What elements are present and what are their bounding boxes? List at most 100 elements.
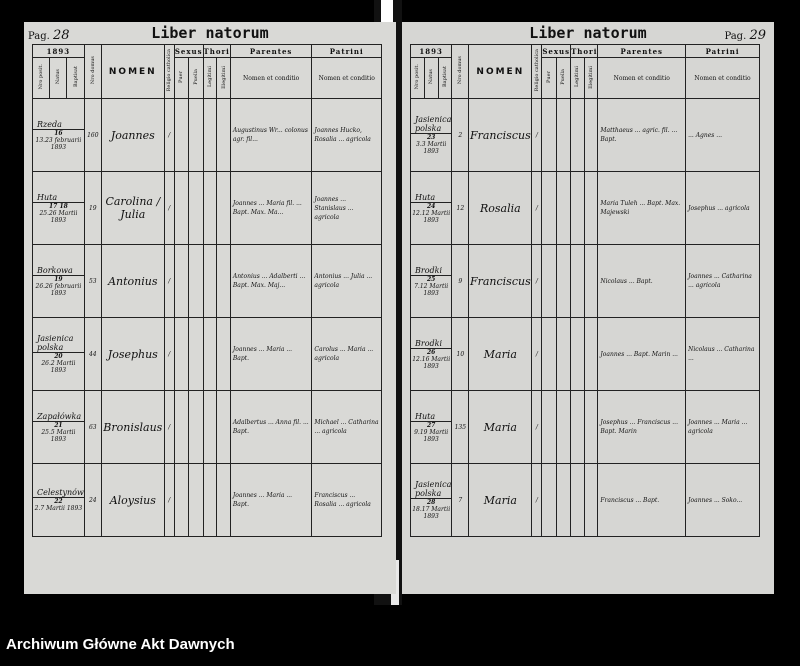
parents-entry: Josephus ... Franciscus ... Bapt. Marin [597,390,687,464]
left-page: Pag. 28 Liber natorum 1893 Nro domus NOM… [24,22,396,594]
village-name: Borkowa [33,266,84,276]
parents-entry: Antonius ... Adalberti ... Bapt. Max. Ma… [229,244,313,318]
house-number: 24 [83,463,102,537]
entry-number: 23 [426,134,436,141]
entry-dates: Borkowa 19 26.26 februarii 1893 [32,244,85,318]
entry-dates: Rzeda 16 13.23 februarii 1893 [32,98,85,172]
table-row: Huta 24 12.12 Martii 1893 12 Rosalia / Mar… [409,171,760,245]
child-name: Maria [468,390,533,464]
village-name: Jasienica polska [411,115,452,134]
illegitimi-header: Illegitimi [216,57,231,99]
village-name: Huta [33,193,84,203]
godparents-entry: Nicolaus ... Catharina ... [685,317,760,391]
house-number: 19 [83,171,102,245]
village-name: Brodki [411,339,452,349]
entry-dates: Huta 17 18 25.26 Martii 1893 [32,171,85,245]
village-name: Huta [411,412,452,422]
num-header: Nro posit. [31,57,51,99]
nomen-header: NOMEN [468,44,533,99]
parents-entry: Joannes ... Maria ... Bapt. [229,317,313,391]
godparents-entry: Joannes ... Soko... [685,463,760,537]
parents-entry: Franciscus ... Bapt. [597,463,687,537]
child-name: Aloysius [100,463,165,537]
entry-number: 24 [426,202,436,210]
parentes-header: Parentes [229,44,313,58]
godparents-entry: Josephus ... agricola [685,171,760,245]
house-header: Nro domus [451,44,470,99]
entry-dates: Huta 24 12.12 Martii 1893 [409,171,453,245]
child-name: Carolina / Julia [100,171,165,245]
house-number: 12 [451,171,470,245]
puella-header: Puella [188,57,204,99]
table-row: Jasienica polska 20 26.2 Martii 1893 44 Jo… [32,317,382,391]
parents-entry: Maria Tuleh ... Bapt. Max. Majewski [597,171,687,245]
year-header: 1893 [409,44,453,58]
table-row: Huta 17 18 25.26 Martii 1893 19 Carolina /… [32,171,382,245]
house-number: 9 [451,244,470,318]
page-title: Liber natorum [529,24,647,42]
entry-number: 21 [54,421,63,429]
entry-number: 28 [426,499,436,506]
patrini-sub-header: Nomen et conditio [311,57,382,99]
table-row: Celestynów 22 2.7 Martii 1893 24 Aloysius … [32,463,382,537]
register-table: 1893 Nro domus NOMEN Religio catholica S… [31,44,382,537]
patrini-sub-header: Nomen et conditio [685,57,760,99]
table-row: Zapałówka 21 25.5 Martii 1893 63 Bronislau… [32,390,382,464]
entry-dates: Jasienica polska 23 3.3 Martii 1893 [409,98,453,172]
legitimi-header: Legitimi [202,57,218,99]
natus-header: Natus [423,57,439,99]
village-name: Celestynów [33,488,84,498]
page-number: Pag. 28 [28,28,70,43]
godparents-entry: Franciscus ... Rosalia ... agricola [311,463,382,537]
table-row: Borkowa 19 26.26 februarii 1893 53 Antoniu… [32,244,382,318]
table-row: Jasienica polska 28 18.17 Martii 1893 7 Ma… [409,463,760,537]
village-name: Jasienica polska [33,334,84,353]
parents-entry: Joannes ... Maria fil. ... Bapt. Max. Ma… [229,171,313,245]
nomen-header: NOMEN [100,44,165,99]
legitimi-header: Legitimi [570,57,585,99]
entry-dates: Zapałówka 21 25.5 Martii 1893 [32,390,85,464]
page-title: Liber natorum [151,24,269,42]
child-name: Maria [468,317,533,391]
register-table: 1893 Nro domus NOMEN Religio catholica S… [409,44,760,537]
entry-number: 17 18 [49,202,68,210]
house-header: Nro domus [83,44,102,99]
house-number: 10 [451,317,470,391]
table-row: Jasienica polska 23 3.3 Martii 1893 2 Fran… [409,98,760,172]
village-name: Jasienica polska [411,480,452,499]
godparents-entry: Antonius ... Julia ... agricola [311,244,382,318]
child-name: Antonius [100,244,165,318]
child-name: Franciscus [468,244,533,318]
entry-dates: Jasienica polska 28 18.17 Martii 1893 [409,463,453,537]
right-page: Pag. 29 Liber natorum 1893 Nro domus NOM… [402,22,774,594]
thori-header: Thori [570,44,599,58]
entry-number: 16 [54,129,63,137]
godparents-entry: Carolus ... Maria ... agricola [311,317,382,391]
child-name: Rosalia [468,171,533,245]
table-row: Brodki 25 7.12 Martii 1893 9 Franciscus / … [409,244,760,318]
godparents-entry: Joannes ... Catharina ... agricola [685,244,760,318]
child-name: Bronislaus [100,390,165,464]
house-number: 53 [83,244,102,318]
house-number: 135 [451,390,470,464]
entry-dates: Brodki 26 12.16 Martii 1893 [409,317,453,391]
archive-name: Archiwum Główne Akt Dawnych [6,636,235,653]
godparents-entry: Joannes ... Maria ... agricola [685,390,760,464]
house-number: 160 [83,98,102,172]
archive-footer: Archiwum Główne Akt Dawnych [0,628,800,666]
entry-dates: Huta 27 9.19 Martii 1893 [409,390,453,464]
godparents-entry: ... Agnes ... [685,98,760,172]
table-row: Rzeda 16 13.23 februarii 1893 160 Joannes … [32,98,382,172]
puer-header: Puer [541,57,557,99]
parents-entry: Joannes ... Maria ... Bapt. [229,463,313,537]
house-number: 44 [83,317,102,391]
entry-number: 20 [54,353,63,360]
parents-entry: Augustinus Wr... colonus agr. fil... [229,98,313,172]
entry-number: 25 [426,275,436,283]
village-name: Huta [411,193,452,203]
entry-dates: Jasienica polska 20 26.2 Martii 1893 [32,317,85,391]
parents-entry: Joannes ... Bapt. Marin ... [597,317,687,391]
puer-header: Puer [173,57,190,99]
baptisat-header: Baptisat [66,57,85,99]
house-number: 63 [83,390,102,464]
